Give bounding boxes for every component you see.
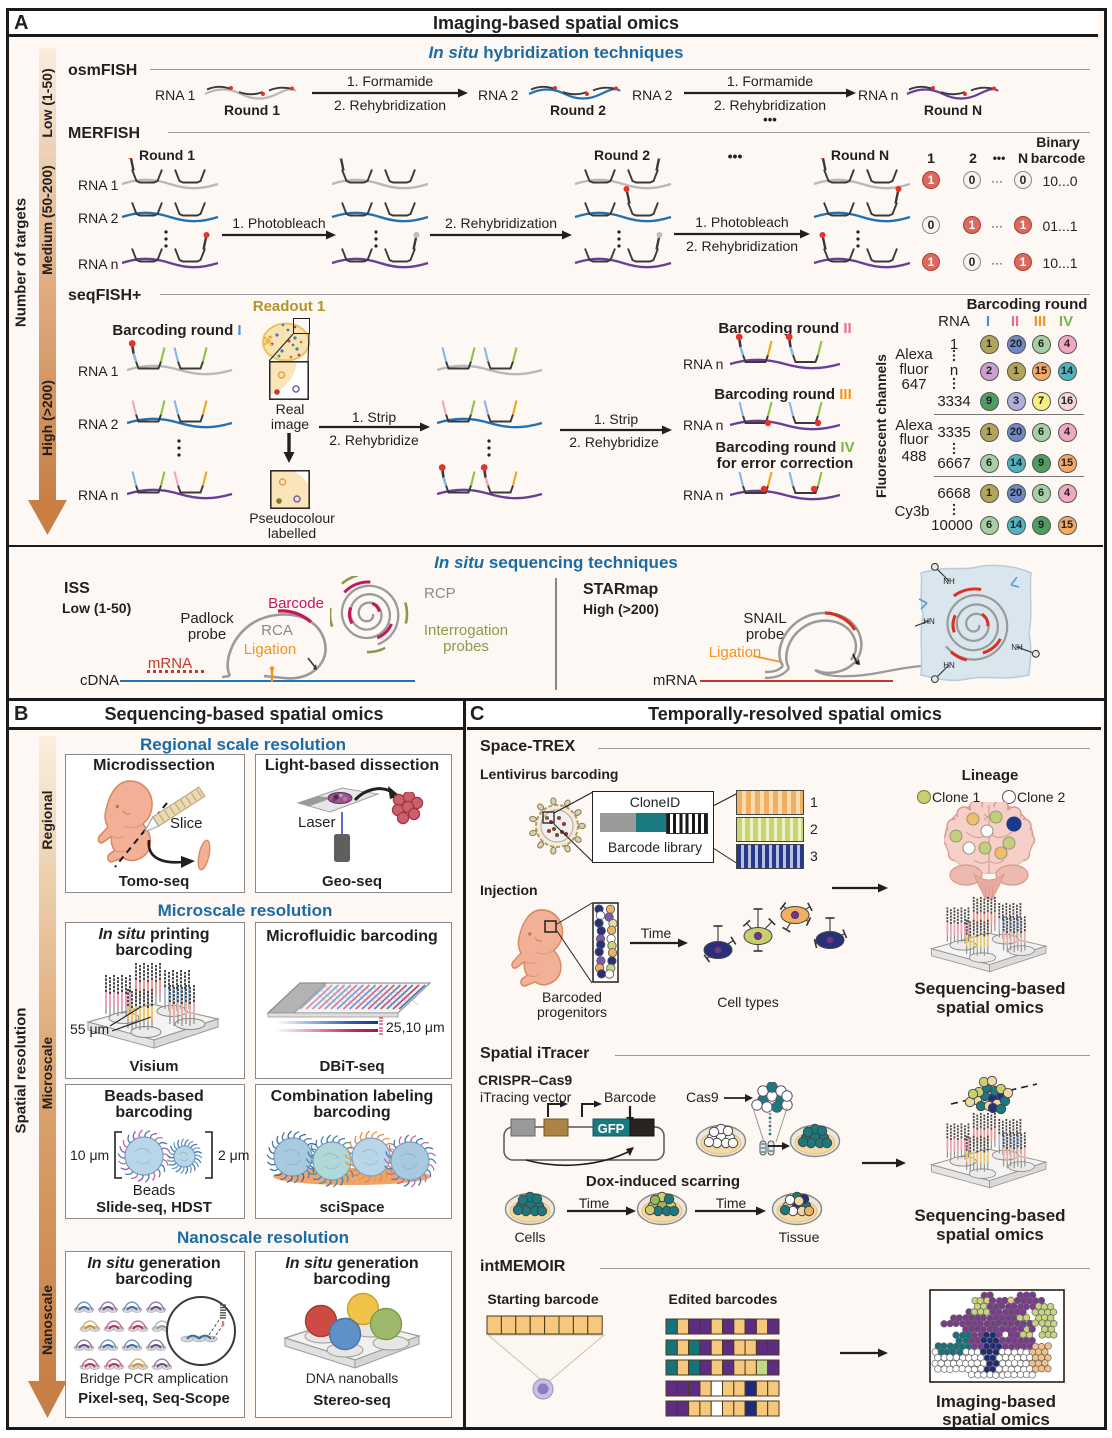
svg-text:NH: NH (943, 577, 955, 586)
svg-text:HN: HN (923, 617, 935, 626)
svg-text:HN: HN (943, 661, 955, 670)
svg-text:GFP: GFP (598, 1121, 625, 1136)
svg-text:NH: NH (1011, 643, 1023, 652)
